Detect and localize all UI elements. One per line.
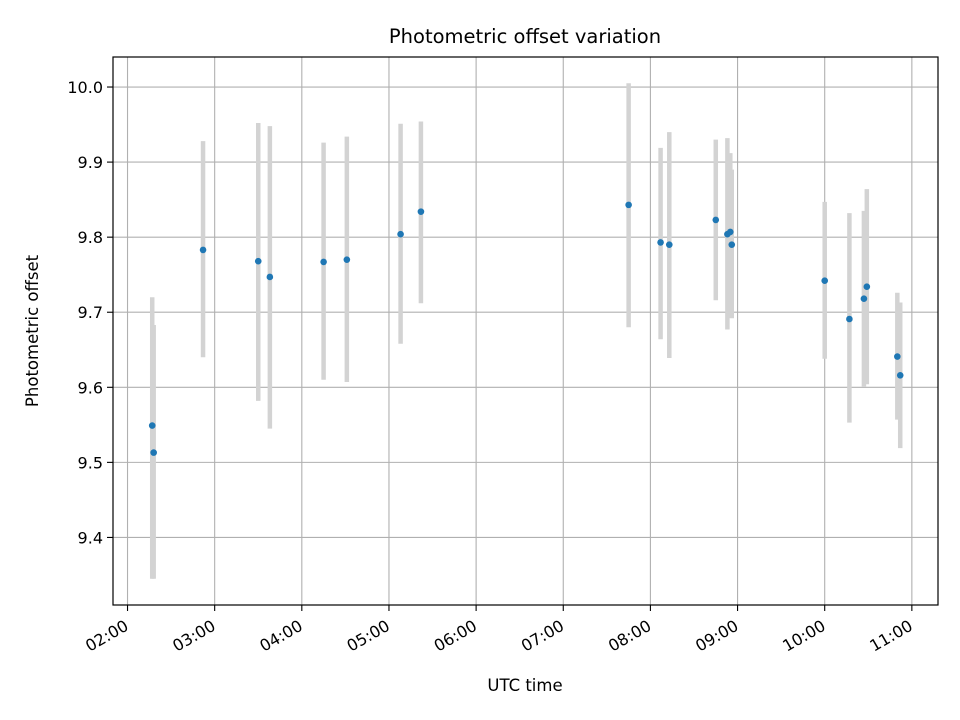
y-tick-label: 9.4 [78, 528, 103, 547]
data-point [726, 228, 734, 236]
grid-lines [113, 57, 938, 605]
data-point [863, 283, 871, 291]
data-point [417, 208, 425, 215]
data-point [150, 449, 157, 456]
plot-frame [112, 56, 939, 606]
data-point [896, 371, 904, 379]
y-tick-label: 9.8 [78, 228, 103, 247]
data-point [846, 315, 853, 323]
data-point [148, 422, 156, 429]
y-tick-label: 9.6 [78, 378, 103, 397]
y-axis-ticks: 9.4 9.5 9.6 9.7 9.8 9.9 10.0 [67, 78, 113, 547]
chart-title: Photometric offset variation [389, 25, 661, 48]
data-point [254, 257, 262, 265]
data-point [728, 241, 736, 248]
data-point [657, 239, 664, 246]
data-point [712, 216, 720, 224]
data-point [821, 277, 829, 285]
data-point [397, 230, 404, 238]
data-point [894, 353, 901, 360]
y-tick-label: 9.9 [78, 153, 103, 172]
y-axis-label: Photometric offset [23, 254, 42, 407]
y-tick-label: 9.7 [78, 303, 103, 322]
data-point [343, 256, 351, 263]
data-points [148, 201, 904, 456]
data-point [625, 201, 632, 209]
data-point [860, 295, 868, 303]
data-point [199, 246, 207, 254]
data-point [266, 273, 274, 281]
data-point [320, 258, 327, 266]
y-tick-label: 10.0 [67, 78, 103, 97]
x-axis-label: UTC time [487, 676, 562, 695]
y-tick-label: 9.5 [78, 453, 103, 472]
data-point [665, 241, 673, 248]
